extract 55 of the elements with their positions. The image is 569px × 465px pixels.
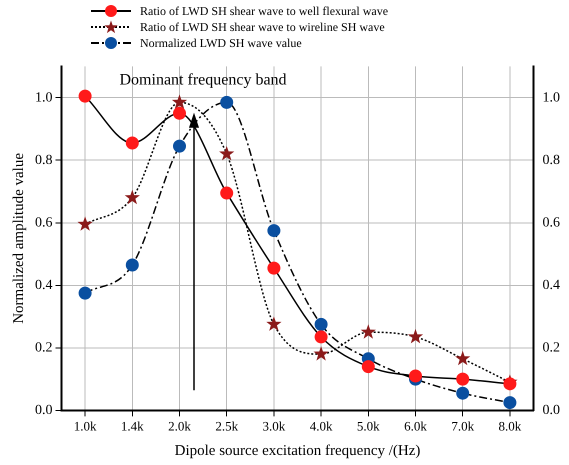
legend-label: Normalized LWD SH wave value	[140, 35, 302, 51]
point	[360, 324, 376, 339]
x-tick-label: 4.0k	[310, 418, 333, 434]
point	[78, 90, 92, 103]
point	[173, 106, 186, 120]
point	[503, 396, 516, 410]
point	[455, 350, 470, 366]
point	[173, 140, 186, 153]
point	[124, 190, 140, 204]
y2-tick-label: 1.0	[542, 90, 560, 106]
x-tick-label: 8.0k	[498, 418, 522, 434]
x-tick-label: 5.0k	[356, 418, 380, 434]
x-tick-label: 3.0k	[262, 418, 286, 434]
point	[78, 286, 92, 300]
legend-label: Ratio of LWD SH shear wave to well flexural wave	[140, 3, 388, 19]
y-tick-label: 0.8	[35, 152, 52, 168]
point	[220, 96, 234, 109]
x-tick-label: 7.0k	[451, 418, 475, 434]
y2-tick-label: 0.0	[542, 403, 560, 418]
y-tick-label: 0.2	[35, 340, 52, 356]
point	[172, 94, 188, 109]
y2-tick-label: 0.8	[542, 152, 560, 168]
y-tick-label: 0.6	[35, 215, 52, 230]
point	[220, 186, 234, 200]
y-tick-label: 1.0	[35, 90, 52, 106]
point	[408, 328, 424, 344]
x-axis-title: Dipole source excitation frequency /(Hz)	[174, 442, 420, 459]
point	[409, 370, 422, 382]
point	[456, 386, 470, 400]
point	[77, 216, 93, 231]
y2-tick-label: 0.2	[542, 340, 560, 356]
point	[313, 346, 329, 361]
legend-label: Ratio of LWD SH shear wave to wireline SH wave	[140, 19, 385, 35]
x-tick-label: 2.0k	[168, 418, 192, 434]
x-tick-label: 1.0k	[74, 418, 97, 434]
y2-tick-label: 0.6	[542, 215, 560, 230]
point	[266, 316, 282, 331]
point	[362, 360, 375, 374]
point	[126, 258, 139, 272]
point	[267, 262, 280, 275]
point	[314, 330, 328, 344]
x-tick-label: 6.0k	[404, 418, 428, 434]
point	[456, 372, 470, 386]
y-tick-label: 0.4	[35, 278, 52, 293]
point	[267, 224, 280, 238]
point	[219, 146, 234, 160]
x-tick-label: 2.5k	[215, 418, 239, 434]
annotation: Dominant frequency band	[120, 72, 287, 89]
y-axis-title: Normalized amplitude value	[10, 152, 27, 324]
x-tick-label: 1.4k	[120, 418, 144, 434]
point	[126, 136, 139, 150]
y-tick-label: 0.0	[35, 403, 52, 418]
point	[314, 318, 328, 331]
point	[503, 377, 516, 390]
y2-tick-label: 0.4	[542, 278, 560, 293]
